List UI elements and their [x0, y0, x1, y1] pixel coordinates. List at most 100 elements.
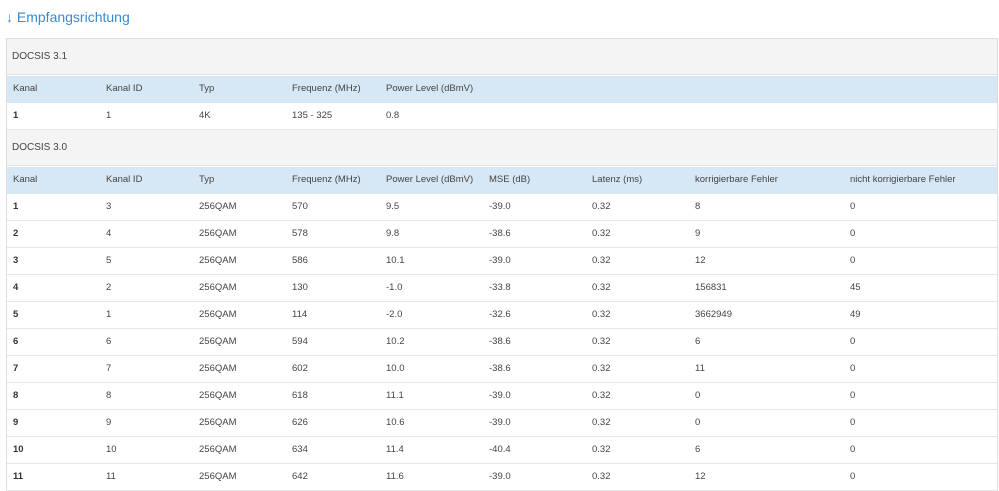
cell: 256QAM	[199, 363, 237, 374]
cell: 256QAM	[199, 309, 237, 320]
cell: 594	[292, 336, 308, 347]
cell: 6	[695, 444, 701, 455]
cell: 135 - 325	[292, 110, 333, 121]
cell: 0	[850, 228, 856, 239]
cell: -38.6	[489, 228, 511, 239]
data-row: 1 3 256QAM 570 9.5 -39.0 0.32 8 0	[7, 194, 997, 221]
cell: 256QAM	[199, 228, 237, 239]
column-header: Frequenz (MHz)	[292, 174, 361, 185]
data-row: 1 1 4K 135 - 325 0.8	[7, 103, 997, 130]
cell: 11.1	[386, 390, 404, 401]
cell: 10.0	[386, 363, 405, 374]
column-header: Kanal ID	[106, 174, 143, 185]
cell: 0	[850, 444, 856, 455]
cell: -33.8	[489, 282, 511, 293]
cell: 256QAM	[199, 471, 237, 482]
cell: 11.6	[386, 471, 404, 482]
cell: 5	[13, 309, 19, 320]
data-row: 9 9 256QAM 626 10.6 -39.0 0.32 0 0	[7, 410, 997, 437]
data-row: 5 1 256QAM 114 -2.0 -32.6 0.32 3662949 49	[7, 302, 997, 329]
cell: 8	[106, 390, 112, 401]
data-row: 2 4 256QAM 578 9.8 -38.6 0.32 9 0	[7, 221, 997, 248]
cell: 10	[106, 444, 117, 455]
cell: 10.6	[386, 417, 405, 428]
cell: 642	[292, 471, 308, 482]
data-row: 3 5 256QAM 586 10.1 -39.0 0.32 12 0	[7, 248, 997, 275]
column-header: Typ	[199, 83, 215, 94]
cell: -39.0	[489, 201, 511, 212]
column-header: Kanal	[13, 83, 38, 94]
cell: -39.0	[489, 390, 511, 401]
cell: 2	[106, 282, 112, 293]
cell: 0	[850, 363, 856, 374]
column-header: Power Level (dBmV)	[386, 83, 474, 94]
cell: 10.1	[386, 255, 405, 266]
cell: 3	[106, 201, 112, 212]
cell: 8	[13, 390, 19, 401]
cell: 0	[850, 390, 856, 401]
cell: 0	[850, 201, 856, 212]
cell: -39.0	[489, 471, 511, 482]
cell: 0	[695, 417, 701, 428]
data-row: 7 7 256QAM 602 10.0 -38.6 0.32 11 0	[7, 356, 997, 383]
section-header: DOCSIS 3.1	[7, 39, 997, 75]
cell: 11	[106, 471, 116, 482]
cell: 256QAM	[199, 201, 237, 212]
column-header: Kanal	[13, 174, 38, 185]
cell: 634	[292, 444, 308, 455]
cell: 0.32	[592, 309, 611, 320]
data-row: 6 6 256QAM 594 10.2 -38.6 0.32 6 0	[7, 329, 997, 356]
cell: 7	[13, 363, 19, 374]
cell: 156831	[695, 282, 727, 293]
cell: -1.0	[386, 282, 403, 293]
column-header: Frequenz (MHz)	[292, 83, 361, 94]
cell: 4K	[199, 110, 211, 121]
cell: 0	[850, 336, 856, 347]
table: DOCSIS 3.1 Kanal Kanal ID Typ Frequenz (MHz)…	[6, 38, 998, 491]
cell: 256QAM	[199, 282, 237, 293]
section-header: DOCSIS 3.0	[7, 130, 997, 166]
cell: 9.5	[386, 201, 400, 212]
column-header: Typ	[199, 174, 215, 185]
cell: 0	[850, 417, 856, 428]
cell: 8	[695, 201, 701, 212]
cell: 3	[13, 255, 19, 266]
cell: 5	[106, 255, 112, 266]
cell: 0	[850, 255, 856, 266]
data-row: 11 11 256QAM 642 11.6 -39.0 0.32 12 0	[7, 464, 997, 491]
cell: 256QAM	[199, 417, 237, 428]
column-header: korrigierbare Fehler	[695, 174, 778, 185]
cell: 3662949	[695, 309, 732, 320]
cell: 4	[106, 228, 112, 239]
cell: -39.0	[489, 417, 511, 428]
cell: 10	[13, 444, 24, 455]
cell: 586	[292, 255, 308, 266]
cell: 4	[13, 282, 19, 293]
column-header: Latenz (ms)	[592, 174, 643, 185]
cell: 0.32	[592, 363, 611, 374]
cell: 114	[292, 309, 308, 320]
cell: 11	[695, 363, 705, 374]
cell: 2	[13, 228, 19, 239]
header-row: Kanal Kanal ID Typ Frequenz (MHz) Power Leve…	[7, 76, 997, 103]
cell: 602	[292, 363, 308, 374]
cell: -38.6	[489, 363, 511, 374]
column-header: MSE (dB)	[489, 174, 531, 185]
cell: 578	[292, 228, 308, 239]
cell: 570	[292, 201, 308, 212]
cell: 10.2	[386, 336, 405, 347]
cell: 256QAM	[199, 336, 237, 347]
cell: 0.32	[592, 471, 611, 482]
cell: 11	[13, 471, 24, 482]
cell: 12	[695, 255, 706, 266]
cell: -2.0	[386, 309, 403, 320]
cell: -32.6	[489, 309, 511, 320]
cell: 9	[106, 417, 112, 428]
column-header: Kanal ID	[106, 83, 143, 94]
cell: 9.8	[386, 228, 400, 239]
cell: 0.32	[592, 255, 611, 266]
cell: 1	[106, 110, 112, 121]
cell: 256QAM	[199, 444, 237, 455]
section-title: ↓ Empfangsrichtung	[6, 9, 130, 25]
